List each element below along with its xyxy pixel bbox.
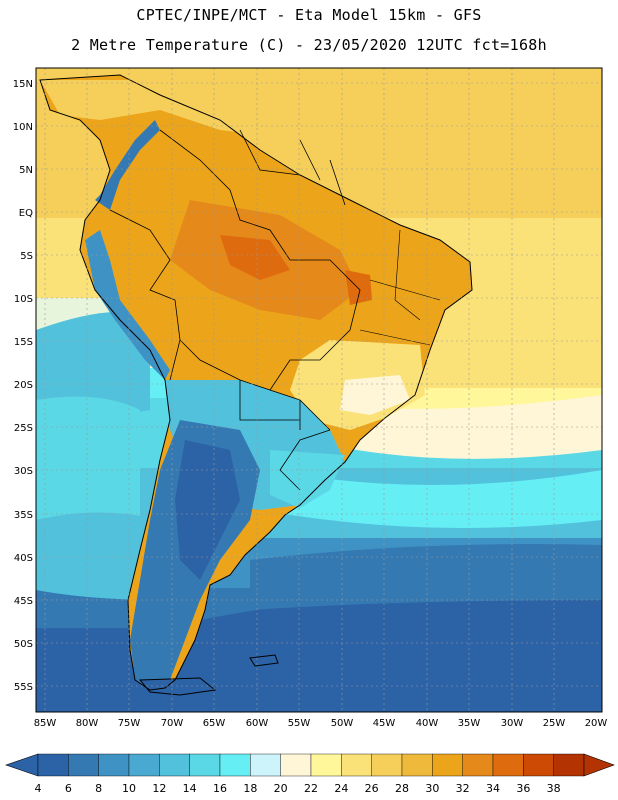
colorbar-swatch	[159, 753, 190, 777]
colorbar-swatch	[128, 753, 160, 777]
colorbar-label: 24	[334, 782, 348, 795]
colorbar-label: 22	[304, 782, 318, 795]
longitude-axis: 85W 80W 75W 70W 65W 60W 55W 50W 45W 40W …	[34, 718, 608, 729]
lat-label: 5N	[19, 165, 33, 176]
lat-label: 10N	[13, 122, 33, 133]
colorbar-swatch	[553, 753, 585, 777]
lon-label: 65W	[203, 718, 226, 729]
colorbar-label: 26	[365, 782, 379, 795]
lat-label: 20S	[14, 380, 33, 391]
lon-label: 40W	[416, 718, 439, 729]
lon-label: 20W	[585, 718, 608, 729]
lon-label: 75W	[118, 718, 141, 729]
map-title: CPTEC/INPE/MCT - Eta Model 15km - GFS	[136, 6, 482, 24]
colorbar-label: 30	[425, 782, 439, 795]
lat-label: 50S	[14, 639, 33, 650]
lon-label: 80W	[76, 718, 99, 729]
lon-label: 70W	[161, 718, 184, 729]
lon-label: 85W	[34, 718, 57, 729]
lat-label: 30S	[14, 466, 33, 477]
lon-label: 55W	[288, 718, 311, 729]
colorbar-swatch	[280, 753, 312, 777]
lon-label: 50W	[331, 718, 354, 729]
lat-label: 15S	[14, 337, 33, 348]
colorbar-label: 36	[516, 782, 530, 795]
colorbar-swatch	[189, 753, 221, 777]
colorbar-swatch	[98, 753, 130, 777]
colorbar-label: 14	[183, 782, 197, 795]
lon-label: 35W	[458, 718, 481, 729]
colorbar-label: 12	[152, 782, 166, 795]
colorbar-swatch	[37, 753, 69, 777]
colorbar-arrow-low	[5, 753, 39, 777]
temperature-field	[36, 68, 602, 712]
map-subtitle: 2 Metre Temperature (C) - 23/05/2020 12U…	[71, 36, 547, 54]
colorbar-label: 32	[456, 782, 470, 795]
colorbar-swatch	[341, 753, 372, 777]
colorbar-swatch	[310, 753, 342, 777]
colorbar-swatch	[462, 753, 494, 777]
lat-label: 55S	[14, 682, 33, 693]
lat-label: EQ	[19, 208, 33, 219]
colorbar-label: 16	[213, 782, 227, 795]
lon-label: 60W	[246, 718, 269, 729]
colorbar-label: 10	[122, 782, 136, 795]
lat-label: 10S	[14, 294, 33, 305]
colorbar-label: 34	[486, 782, 500, 795]
colorbar-swatch	[250, 753, 281, 777]
lat-label: 15N	[13, 79, 33, 90]
colorbar-swatch	[371, 753, 403, 777]
lon-label: 25W	[543, 718, 566, 729]
lon-label: 30W	[501, 718, 524, 729]
colorbar-label: 8	[95, 782, 102, 795]
lon-label: 45W	[373, 718, 396, 729]
lat-label: 5S	[20, 251, 33, 262]
colorbar-label: 4	[35, 782, 42, 795]
colorbar-swatch	[492, 753, 524, 777]
latitude-axis: 15N 10N 5N EQ 5S 10S 15S 20S 25S 30S 35S…	[13, 79, 33, 693]
lat-label: 35S	[14, 510, 33, 521]
colorbar-swatch	[68, 753, 99, 777]
lat-label: 40S	[14, 553, 33, 564]
map-frame	[35, 67, 603, 713]
colorbar-label: 6	[65, 782, 72, 795]
colorbar-label: 18	[243, 782, 257, 795]
colorbar-label: 38	[547, 782, 561, 795]
colorbar-swatch	[432, 753, 463, 777]
colorbar: 4 6 8 10 12 14 16 18 20 22 24 26 28 30 32 34 36 38	[5, 753, 615, 795]
colorbar-arrow-high	[583, 753, 615, 777]
colorbar-label: 28	[395, 782, 409, 795]
colorbar-swatch	[523, 753, 554, 777]
colorbar-swatch	[219, 753, 251, 777]
colorbar-swatch	[401, 753, 433, 777]
colorbar-label: 20	[274, 782, 288, 795]
lat-label: 25S	[14, 423, 33, 434]
lat-label: 45S	[14, 596, 33, 607]
